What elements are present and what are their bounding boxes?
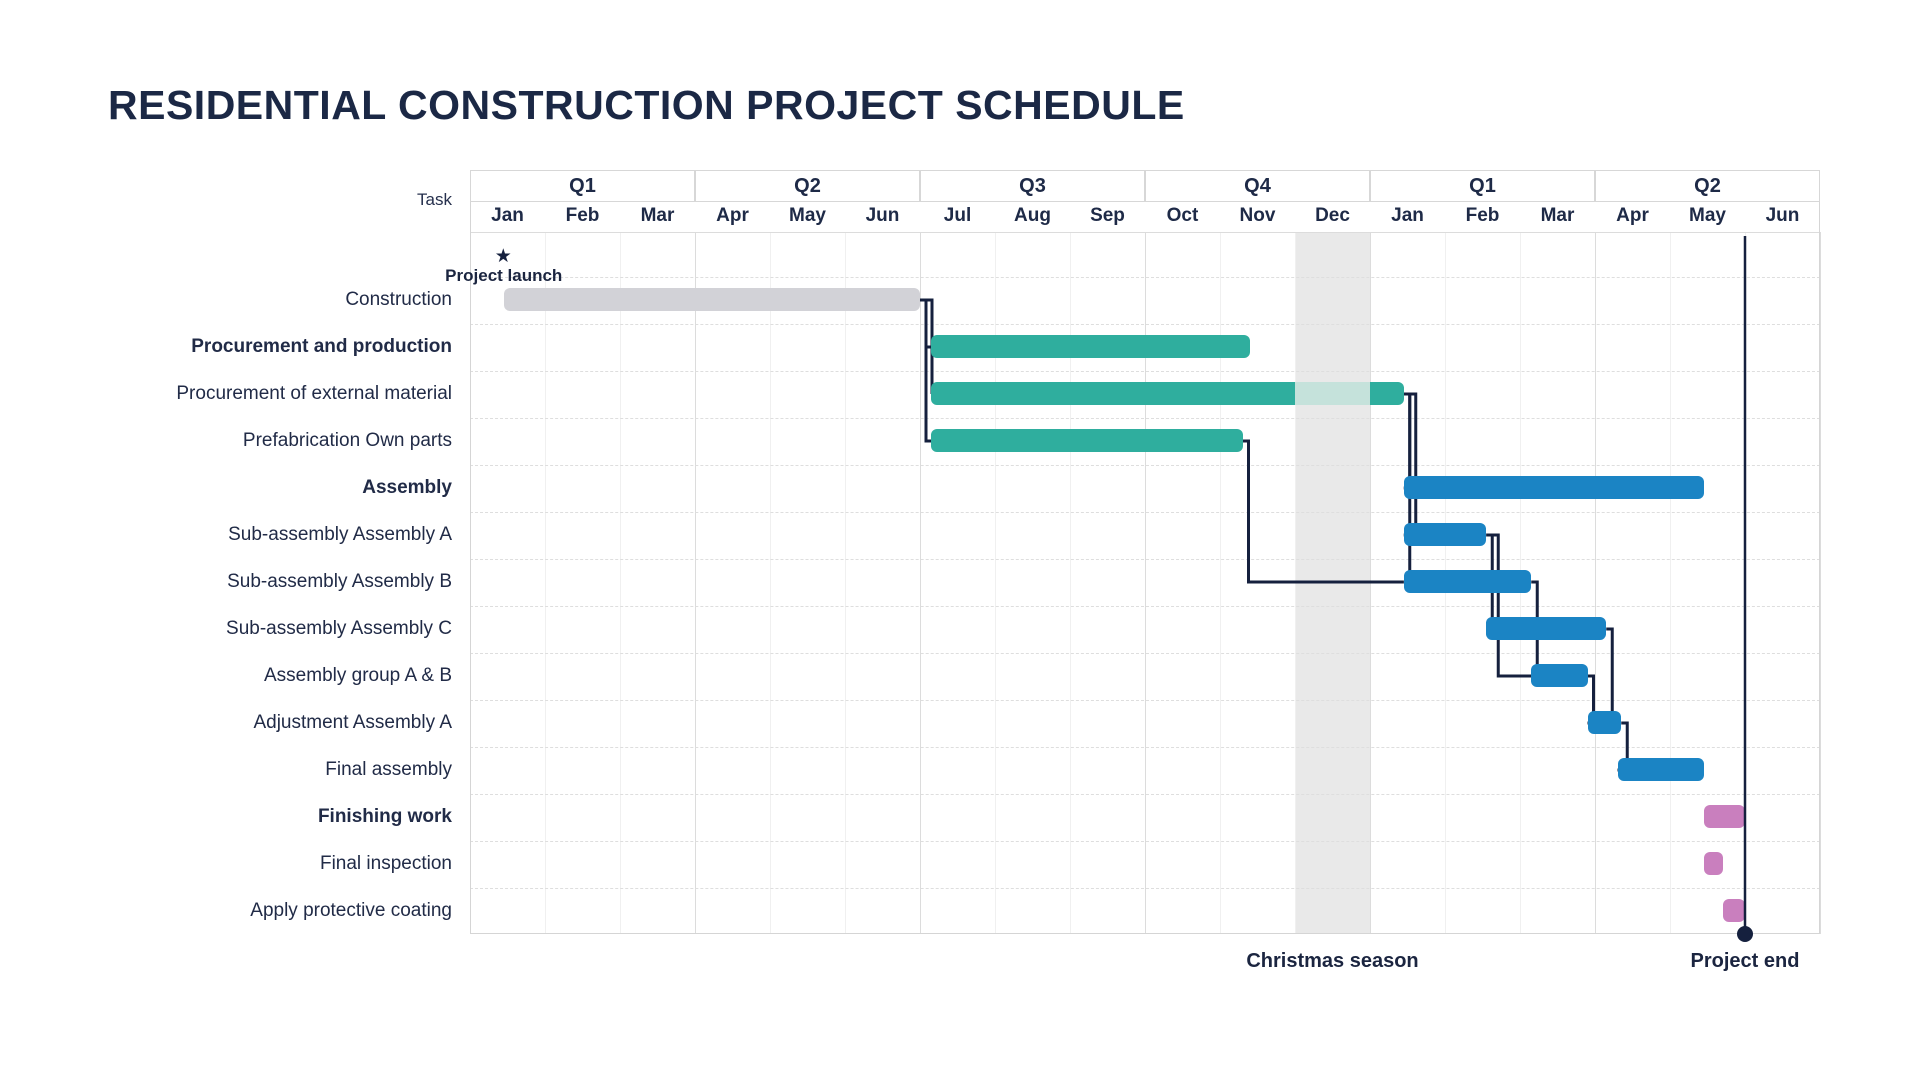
month-gridline: [770, 232, 771, 934]
task-label: Sub-assembly Assembly B: [227, 571, 452, 592]
task-label: Final assembly: [325, 759, 452, 780]
page-title: RESIDENTIAL CONSTRUCTION PROJECT SCHEDUL…: [108, 82, 1185, 128]
month-header: Dec: [1315, 205, 1350, 226]
month-header: Oct: [1166, 205, 1199, 226]
row-separator: [470, 887, 1820, 889]
task-bar-blue: [1403, 523, 1487, 546]
task-bar-blue: [1617, 758, 1704, 781]
month-header: Aug: [1014, 205, 1051, 226]
month-gridline: [1070, 232, 1071, 934]
month-gridline: [995, 232, 996, 934]
task-label: Apply protective coating: [250, 900, 452, 921]
month-header: Apr: [1616, 205, 1649, 226]
task-bar-blue: [1531, 664, 1588, 687]
row-separator: [470, 840, 1820, 842]
task-bar-pink: [1722, 899, 1745, 922]
task-bar-blue: [1486, 617, 1607, 640]
task-label: Procurement of external material: [176, 383, 452, 404]
row-separator: [470, 793, 1820, 795]
quarter-header: Q3: [920, 170, 1145, 202]
row-separator: [470, 605, 1820, 607]
task-label: Procurement and production: [191, 336, 452, 357]
task-label: Prefabrication Own parts: [242, 430, 452, 451]
task-bar-blue: [1403, 570, 1532, 593]
task-label: Adjustment Assembly A: [253, 712, 452, 733]
project-launch-star-icon: ★: [494, 246, 512, 267]
task-bar-teal: [931, 429, 1243, 452]
month-gridline: [545, 232, 546, 934]
task-bar-pink: [1703, 852, 1723, 875]
row-separator: [470, 652, 1820, 654]
task-label: Construction: [345, 289, 452, 310]
month-gridline: [620, 232, 621, 934]
row-separator: [470, 276, 1820, 278]
task-bar-pink: [1703, 805, 1745, 828]
month-header: Jun: [1765, 205, 1800, 226]
task-label: Assembly: [362, 477, 452, 498]
row-separator: [470, 558, 1820, 560]
row-separator: [470, 417, 1820, 419]
quarter-header: Q4: [1145, 170, 1370, 202]
christmas-season-label: Christmas season: [1246, 950, 1419, 972]
month-header: Feb: [1465, 205, 1500, 226]
task-bar-paused-segment: [1295, 382, 1370, 405]
month-gridline: [1220, 232, 1221, 934]
task-label: Sub-assembly Assembly A: [228, 524, 452, 545]
task-bar-teal: [931, 382, 1404, 405]
row-separator: [470, 699, 1820, 701]
month-header: Feb: [565, 205, 600, 226]
task-label: Sub-assembly Assembly C: [226, 618, 452, 639]
project-end-label: Project end: [1690, 950, 1800, 972]
month-header: Mar: [1540, 205, 1575, 226]
month-gridline: [845, 232, 846, 934]
month-gridline: [1670, 232, 1671, 934]
header-underline: [470, 232, 1820, 233]
row-separator: [470, 323, 1820, 325]
month-header: Mar: [640, 205, 675, 226]
project-launch-label: Project launch: [445, 266, 563, 285]
quarter-gridline: [1595, 232, 1596, 934]
month-header: Jan: [491, 205, 524, 226]
task-column-header: Task: [417, 190, 452, 209]
month-header: May: [789, 205, 826, 226]
task-label: Final inspection: [319, 853, 452, 874]
month-header: Jan: [1391, 205, 1424, 226]
month-header: Jun: [865, 205, 900, 226]
row-separator: [470, 370, 1820, 372]
quarter-gridline: [920, 232, 921, 934]
task-label: Finishing work: [317, 806, 452, 827]
quarter-gridline: [695, 232, 696, 934]
task-bar-teal: [931, 335, 1250, 358]
quarter-gridline: [1145, 232, 1146, 934]
task-bar-blue: [1587, 711, 1622, 734]
row-separator: [470, 746, 1820, 748]
task-label: Assembly group A & B: [264, 665, 452, 686]
task-bar-gray: [503, 288, 920, 311]
quarter-gridline: [1820, 232, 1821, 934]
month-header: May: [1689, 205, 1726, 226]
row-separator: [470, 464, 1820, 466]
task-bar-blue: [1403, 476, 1704, 499]
month-header: Apr: [716, 205, 749, 226]
month-header: Nov: [1239, 205, 1276, 226]
row-separator: [470, 511, 1820, 513]
month-header: Jul: [943, 205, 972, 226]
month-header: Sep: [1090, 205, 1125, 226]
project-end-dot: [1737, 926, 1753, 942]
